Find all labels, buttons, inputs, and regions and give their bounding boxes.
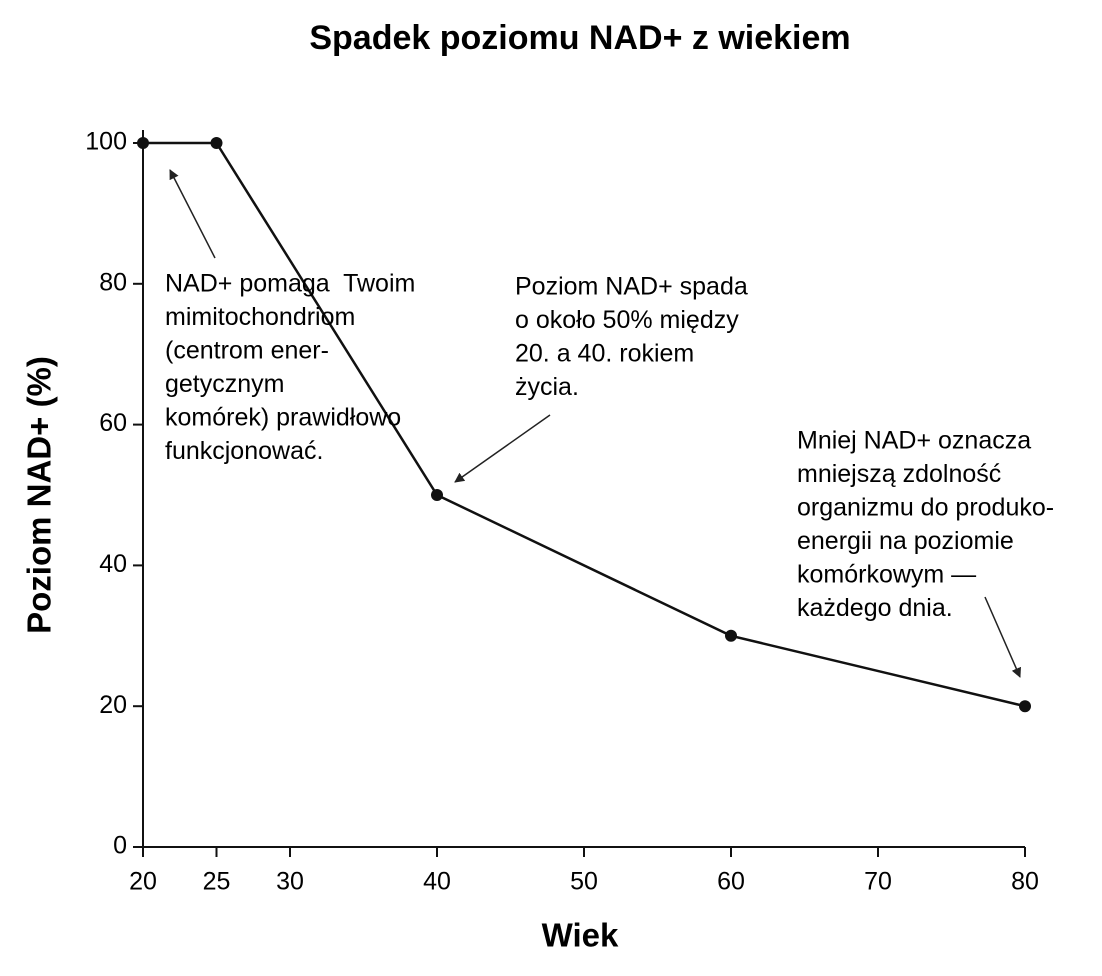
y-tick-label: 20 bbox=[99, 691, 127, 719]
x-tick-label: 40 bbox=[423, 868, 451, 896]
x-axis-label: Wiek bbox=[542, 917, 619, 954]
annotation-line: Poziom NAD+ spada bbox=[515, 273, 748, 301]
annotation-line: mimitochondriom bbox=[165, 303, 355, 331]
annotation-line: życia. bbox=[515, 373, 579, 401]
x-tick-label: 60 bbox=[717, 868, 745, 896]
annotation-line: NAD+ pomaga Twoim bbox=[165, 270, 415, 298]
y-tick-label: 100 bbox=[85, 128, 127, 156]
annotation-line: energii na poziomie bbox=[797, 527, 1014, 555]
annotation-line: organizmu do produko- bbox=[797, 494, 1054, 522]
annotation-line: (centrom ener- bbox=[165, 337, 329, 365]
data-point bbox=[431, 489, 443, 501]
x-tick-label: 50 bbox=[570, 868, 598, 896]
annotation-line: o około 50% między bbox=[515, 306, 739, 334]
annotation-line: komórek) prawidłowo bbox=[165, 404, 401, 432]
y-tick-label: 0 bbox=[113, 832, 127, 860]
x-tick-label: 80 bbox=[1011, 868, 1039, 896]
x-tick-label: 25 bbox=[203, 868, 231, 896]
annotation-line: funkcjonować. bbox=[165, 437, 323, 465]
annotation-arrow bbox=[984, 596, 1021, 678]
annotation-line: 20. a 40. rokiem bbox=[515, 340, 694, 368]
annotation-arrow bbox=[454, 414, 551, 483]
data-point bbox=[1019, 700, 1031, 713]
y-tick-label: 80 bbox=[99, 268, 127, 296]
annotation-arrow bbox=[169, 169, 216, 259]
x-tick-label: 70 bbox=[864, 868, 892, 896]
y-tick-label: 60 bbox=[99, 409, 127, 437]
x-tick-label: 30 bbox=[276, 868, 304, 896]
y-tick-label: 40 bbox=[99, 550, 127, 578]
annotation-line: Mniej NAD+ oznacza bbox=[797, 427, 1031, 455]
x-tick-label: 20 bbox=[129, 868, 157, 896]
annotation-line: komórkowym — bbox=[797, 561, 976, 589]
data-point bbox=[210, 137, 223, 149]
annotation-line: mniejszą zdolność bbox=[797, 460, 1001, 488]
data-point bbox=[137, 137, 149, 149]
annotation-line: każdego dnia. bbox=[797, 594, 953, 622]
chart-title: Spadek poziomu NAD+ z wiekiem bbox=[309, 19, 850, 57]
y-axis-label: Poziom NAD+ (%) bbox=[21, 356, 58, 634]
data-point bbox=[725, 629, 737, 642]
annotation-line: getycznym bbox=[165, 370, 284, 398]
